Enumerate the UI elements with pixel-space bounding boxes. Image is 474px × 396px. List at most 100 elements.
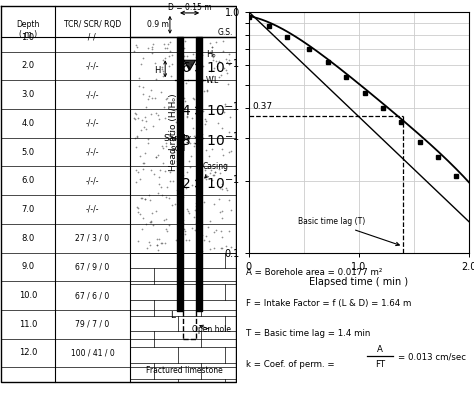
Point xyxy=(155,173,163,180)
Point xyxy=(194,131,201,137)
Point xyxy=(176,55,184,61)
Point xyxy=(183,206,191,213)
Point xyxy=(134,115,141,122)
Point xyxy=(204,224,212,230)
Point xyxy=(219,208,226,214)
Point xyxy=(206,40,214,46)
Point xyxy=(138,194,146,201)
Point xyxy=(164,184,171,190)
Point xyxy=(148,210,156,217)
Point xyxy=(192,219,200,226)
Point xyxy=(225,148,232,155)
Point xyxy=(225,51,233,57)
X-axis label: Elapsed time ( min ): Elapsed time ( min ) xyxy=(310,277,409,287)
Point xyxy=(206,246,214,252)
Point xyxy=(197,132,204,139)
Point xyxy=(189,125,197,131)
Point xyxy=(206,49,213,55)
Point xyxy=(131,116,138,122)
Point xyxy=(195,70,202,76)
Point xyxy=(211,169,219,175)
Text: 0.9 m: 0.9 m xyxy=(147,20,169,29)
Point xyxy=(222,67,230,73)
Point xyxy=(183,113,191,119)
Point xyxy=(202,147,210,153)
Point xyxy=(219,38,227,44)
Point xyxy=(166,39,174,45)
Text: Basic time lag (T): Basic time lag (T) xyxy=(298,217,399,246)
Polygon shape xyxy=(184,60,196,70)
Point xyxy=(154,242,161,248)
Point xyxy=(142,103,149,110)
Point xyxy=(206,170,213,176)
Point xyxy=(193,196,201,202)
Point xyxy=(227,207,235,213)
Point xyxy=(199,135,207,141)
Point xyxy=(164,41,172,48)
Point xyxy=(199,131,206,137)
Point xyxy=(215,57,223,64)
Point xyxy=(210,53,217,60)
Point xyxy=(188,225,196,231)
Point xyxy=(181,228,189,234)
Text: G.S.: G.S. xyxy=(218,29,233,38)
Point xyxy=(145,45,152,51)
Point xyxy=(183,114,191,120)
Point xyxy=(150,170,157,177)
Point xyxy=(144,95,152,102)
Point xyxy=(158,64,165,70)
Point xyxy=(171,129,178,136)
Point xyxy=(210,245,218,251)
Point xyxy=(147,167,155,173)
Point xyxy=(138,116,146,123)
Point xyxy=(148,50,156,57)
Point xyxy=(169,178,176,185)
Point xyxy=(135,75,143,81)
Point xyxy=(153,208,160,215)
Point xyxy=(162,226,170,232)
Point xyxy=(170,148,178,155)
Point xyxy=(218,245,226,251)
Point xyxy=(191,227,199,234)
Point xyxy=(163,143,170,149)
Point xyxy=(164,45,171,51)
Point xyxy=(171,201,179,207)
Point xyxy=(180,136,187,143)
Point xyxy=(225,128,233,135)
Point xyxy=(160,217,168,224)
Point xyxy=(208,146,216,152)
Point xyxy=(183,169,191,175)
Point xyxy=(160,41,168,48)
Point xyxy=(190,143,198,149)
Point xyxy=(184,208,191,215)
Point xyxy=(151,94,159,101)
Text: Open hole: Open hole xyxy=(192,325,231,335)
Point xyxy=(181,105,189,112)
Text: Hₒ: Hₒ xyxy=(206,50,216,59)
Point xyxy=(205,153,213,160)
Point xyxy=(182,185,189,191)
Text: -/-/-: -/-/- xyxy=(86,33,99,42)
Point xyxy=(167,152,174,158)
Point xyxy=(218,181,226,187)
Point xyxy=(196,51,204,57)
Point xyxy=(207,67,214,74)
Point xyxy=(133,42,140,48)
Point xyxy=(153,110,160,116)
Point xyxy=(191,207,199,213)
Point xyxy=(222,55,230,62)
Point xyxy=(147,217,155,224)
Point xyxy=(202,233,210,240)
Point xyxy=(172,105,180,112)
Point xyxy=(135,83,143,89)
Point xyxy=(179,194,187,200)
Point xyxy=(148,44,156,51)
Point xyxy=(154,246,162,253)
Point xyxy=(199,232,206,239)
Point xyxy=(140,90,147,97)
Point xyxy=(197,235,205,242)
Point xyxy=(157,89,164,95)
Point xyxy=(131,114,138,121)
Point xyxy=(200,108,207,114)
Text: 67 / 6 / 0: 67 / 6 / 0 xyxy=(75,291,109,300)
